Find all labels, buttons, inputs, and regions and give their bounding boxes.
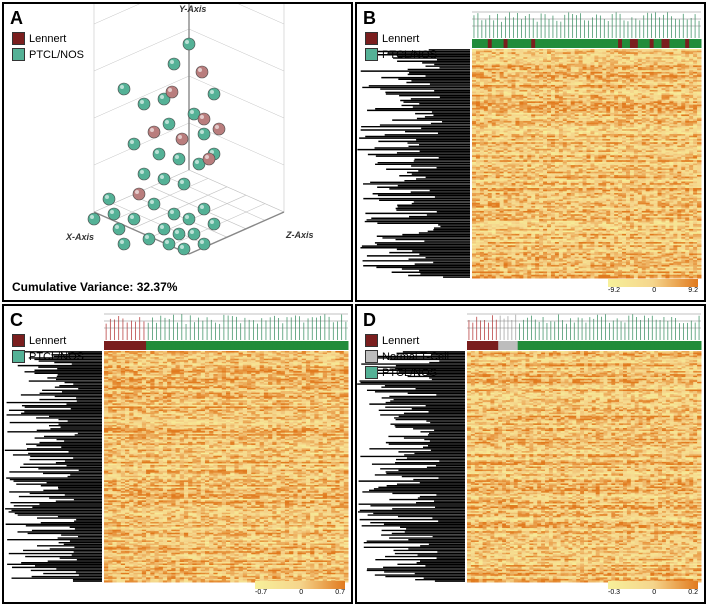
legend-label: Lennert	[382, 335, 419, 347]
legend-row: Lennert	[365, 334, 449, 347]
cumulative-variance: Cumulative Variance: 32.37%	[12, 280, 177, 294]
legend-row: PTCL/NOS	[12, 48, 84, 61]
legend-row: Lennert	[12, 32, 84, 45]
legend-swatch	[365, 350, 378, 363]
panel-b-scale: -9.2 0 9.2	[608, 279, 698, 294]
legend-row: Lennert	[12, 334, 84, 347]
panel-letter: C	[10, 310, 23, 331]
panel-c-scale: -0.7 0 0.7	[255, 581, 345, 596]
figure-grid: A Lennert PTCL/NOS X-Axis Y-Axis Z-Axis C…	[0, 0, 708, 606]
panel-letter: B	[363, 8, 376, 29]
legend-row: PTCL/NOS	[365, 48, 437, 61]
legend-row: PTCL/NOS	[12, 350, 84, 363]
panel-letter: D	[363, 310, 376, 331]
panel-a: A Lennert PTCL/NOS X-Axis Y-Axis Z-Axis C…	[2, 2, 353, 302]
axis-x-label: X-Axis	[66, 232, 94, 242]
legend-row: PTCL/NOS	[365, 366, 449, 379]
scale-min: -0.7	[255, 589, 267, 596]
legend-swatch	[365, 366, 378, 379]
scale-min: -0.3	[608, 589, 620, 596]
legend-row: Normal T-Cell	[365, 350, 449, 363]
legend-label: PTCL/NOS	[29, 49, 84, 61]
scale-max: 0.7	[335, 589, 345, 596]
panel-d-scale: -0.3 0 0.2	[608, 581, 698, 596]
legend-swatch	[12, 32, 25, 45]
legend-swatch	[12, 334, 25, 347]
axis-y-label: Y-Axis	[179, 4, 206, 14]
scale-mid: 0	[299, 589, 303, 596]
legend-swatch	[12, 48, 25, 61]
legend-label: Lennert	[29, 335, 66, 347]
axis-z-label: Z-Axis	[286, 230, 314, 240]
scale-max: 9.2	[688, 287, 698, 294]
panel-b: B Lennert PTCL/NOS -9.2 0 9.2	[355, 2, 706, 302]
legend-swatch	[365, 48, 378, 61]
panel-d-legend: Lennert Normal T-Cell PTCL/NOS	[365, 334, 449, 382]
scale-min: -9.2	[608, 287, 620, 294]
panel-a-legend: Lennert PTCL/NOS	[12, 32, 84, 64]
panel-c-legend: Lennert PTCL/NOS	[12, 334, 84, 366]
panel-b-legend: Lennert PTCL/NOS	[365, 32, 437, 64]
legend-swatch	[365, 32, 378, 45]
legend-label: Lennert	[382, 33, 419, 45]
legend-label: Lennert	[29, 33, 66, 45]
legend-label: PTCL/NOS	[382, 49, 437, 61]
scale-mid: 0	[652, 287, 656, 294]
legend-label: Normal T-Cell	[382, 351, 449, 363]
legend-swatch	[365, 334, 378, 347]
legend-swatch	[12, 350, 25, 363]
panel-letter: A	[10, 8, 23, 29]
legend-label: PTCL/NOS	[382, 367, 437, 379]
panel-c: C Lennert PTCL/NOS -0.7 0 0.7	[2, 304, 353, 604]
scale-max: 0.2	[688, 589, 698, 596]
scale-mid: 0	[652, 589, 656, 596]
panel-d: D Lennert Normal T-Cell PTCL/NOS -0.3 0 0.…	[355, 304, 706, 604]
legend-row: Lennert	[365, 32, 437, 45]
legend-label: PTCL/NOS	[29, 351, 84, 363]
